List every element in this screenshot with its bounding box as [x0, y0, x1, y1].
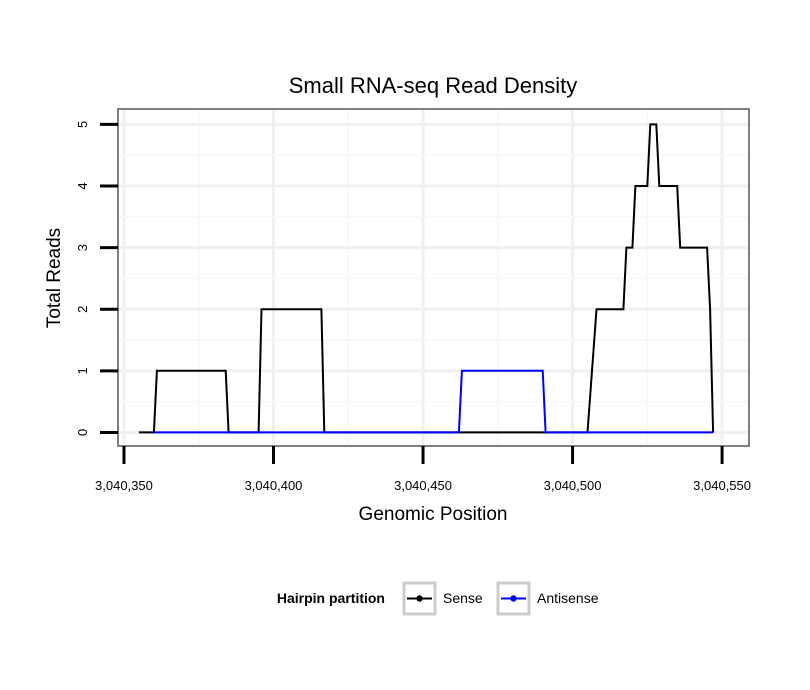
x-tick-label: 3,040,500: [544, 478, 602, 493]
y-tick-label: 0: [75, 429, 90, 436]
x-tick-label: 3,040,400: [245, 478, 303, 493]
y-tick-label: 5: [75, 121, 90, 128]
x-tick-label: 3,040,450: [394, 478, 452, 493]
y-tick-label: 1: [75, 367, 90, 374]
legend-item-antisense: Antisense: [496, 581, 599, 616]
grid: [118, 109, 749, 446]
legend-label: Sense: [443, 590, 483, 606]
legend-key-dot: [510, 595, 517, 602]
chart-title: Small RNA-seq Read Density: [289, 73, 578, 98]
x-axis-title: Genomic Position: [359, 504, 508, 525]
x-tick-label: 3,040,550: [693, 478, 751, 493]
plot-panel-border: [117, 108, 750, 447]
y-tick-label: 2: [75, 306, 90, 313]
y-axis: 0 1 2 3 4 5: [75, 121, 118, 436]
legend-key-dot: [416, 595, 423, 602]
legend-item-sense: Sense: [402, 581, 483, 616]
legend: Hairpin partition Sense Antisense: [277, 581, 599, 616]
x-axis: 3,040,350 3,040,400 3,040,450 3,040,500 3,04…: [95, 446, 751, 493]
x-tick-label: 3,040,350: [95, 478, 153, 493]
legend-label: Antisense: [537, 590, 599, 606]
y-tick-label: 3: [75, 244, 90, 251]
series-line-antisense: [153, 369, 714, 434]
y-tick-label: 4: [75, 182, 90, 189]
y-axis-title: Total Reads: [44, 228, 65, 328]
legend-title: Hairpin partition: [277, 590, 385, 606]
series-line-sense: [138, 123, 715, 434]
series-lines: [138, 123, 715, 434]
